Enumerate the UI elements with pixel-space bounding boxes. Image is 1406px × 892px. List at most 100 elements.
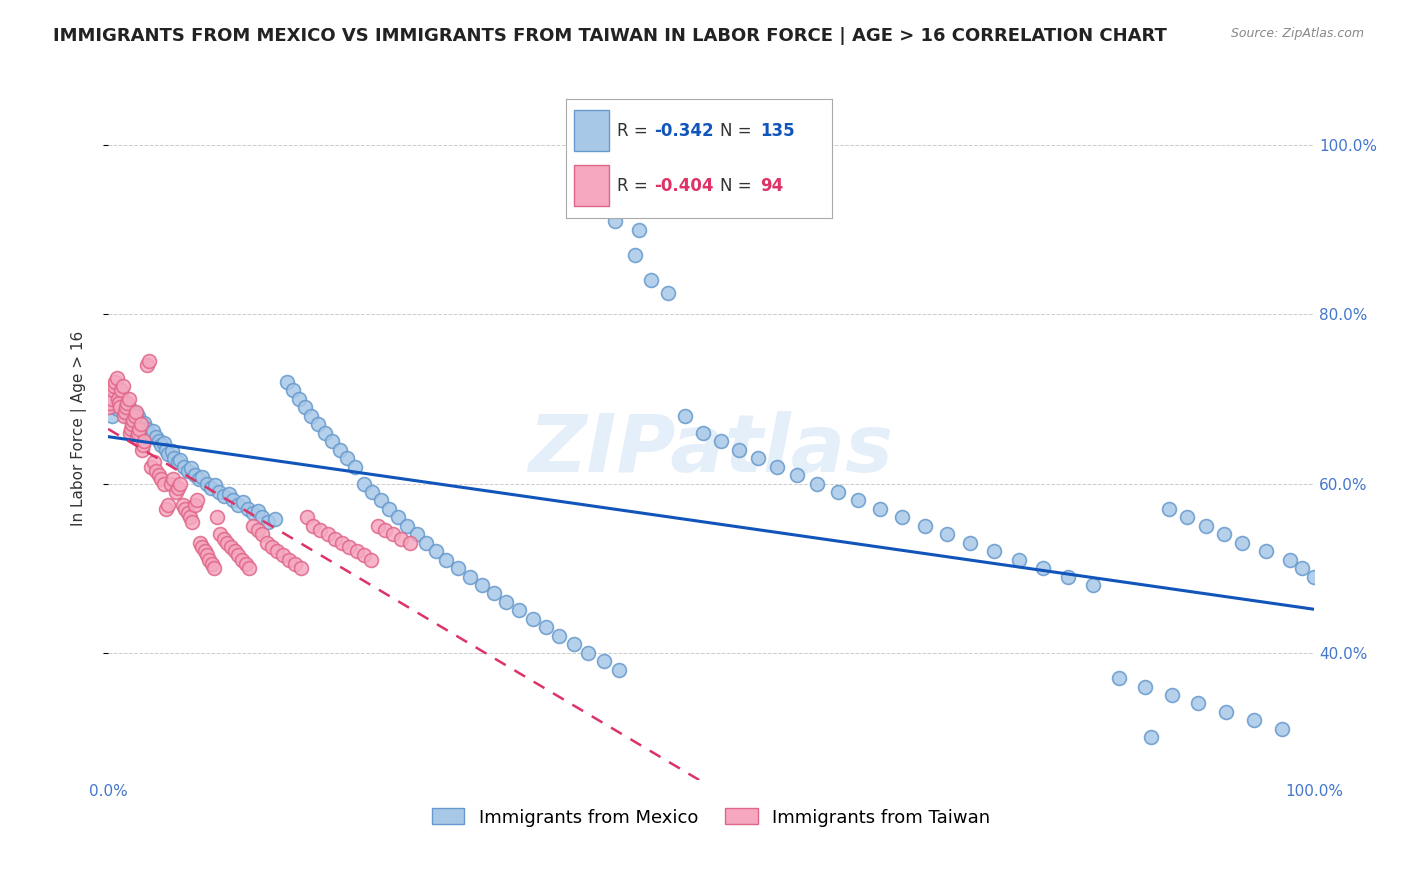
Point (1177, 510, 1199, 524)
Point (381, 527, 404, 541)
Point (204, 478, 226, 492)
Point (107, 402, 129, 417)
Point (127, 409, 149, 423)
Point (114, 404, 136, 418)
Point (179, 510, 201, 524)
Point (108, 396, 131, 410)
Point (125, 413, 148, 427)
Point (125, 430, 148, 444)
Point (121, 417, 143, 432)
Point (238, 561, 260, 575)
Point (98, 401, 121, 415)
Point (127, 425, 149, 440)
Point (193, 544, 215, 558)
Point (148, 468, 170, 483)
Point (983, 544, 1005, 558)
Point (236, 502, 259, 516)
Point (112, 409, 135, 423)
Point (434, 552, 457, 566)
Point (1108, 671, 1130, 685)
Point (228, 549, 250, 563)
Point (135, 358, 157, 372)
Point (246, 523, 269, 537)
Point (337, 540, 360, 554)
Point (1083, 578, 1105, 592)
Point (115, 401, 138, 415)
Point (100, 396, 122, 410)
Point (396, 518, 419, 533)
Point (165, 485, 187, 500)
Point (125, 407, 148, 421)
Point (266, 544, 288, 558)
Point (103, 401, 125, 415)
Point (522, 612, 544, 626)
Point (167, 481, 190, 495)
Point (374, 523, 396, 537)
Point (378, 502, 401, 516)
Point (173, 459, 195, 474)
Point (710, 434, 733, 449)
Point (576, 646, 599, 660)
Point (122, 404, 145, 418)
Point (806, 476, 828, 491)
Point (766, 459, 789, 474)
Point (191, 469, 214, 483)
Point (263, 512, 285, 526)
Point (112, 398, 135, 412)
Point (132, 438, 155, 452)
Point (121, 409, 143, 423)
Point (141, 459, 163, 474)
Point (256, 535, 278, 549)
Point (1215, 705, 1237, 719)
Point (242, 506, 264, 520)
Point (1291, 561, 1313, 575)
Point (246, 503, 269, 517)
Point (231, 552, 253, 566)
Point (176, 506, 198, 520)
Point (1160, 688, 1182, 702)
Point (145, 430, 167, 444)
Point (329, 442, 352, 457)
Point (425, 544, 447, 558)
Y-axis label: In Labor Force | Age > 16: In Labor Force | Age > 16 (72, 331, 87, 526)
Point (936, 527, 959, 541)
Point (139, 427, 162, 442)
Point (846, 493, 869, 508)
Point (405, 527, 427, 541)
Point (202, 561, 225, 575)
Point (482, 586, 505, 600)
Point (219, 540, 242, 554)
Point (142, 455, 165, 469)
Point (218, 486, 240, 500)
Point (163, 451, 186, 466)
Point (222, 493, 245, 508)
Point (1270, 722, 1292, 736)
Point (120, 421, 142, 435)
Point (959, 535, 981, 549)
Point (103, 379, 125, 393)
Point (1159, 502, 1181, 516)
Point (152, 476, 174, 491)
Point (316, 527, 339, 541)
Point (692, 425, 714, 440)
Point (150, 438, 173, 452)
Point (105, 371, 128, 385)
Point (1212, 527, 1234, 541)
Point (187, 472, 209, 486)
Point (117, 404, 139, 418)
Point (290, 561, 312, 575)
Point (271, 549, 294, 563)
Point (120, 403, 142, 417)
Point (188, 535, 211, 549)
Point (108, 392, 131, 406)
Point (262, 540, 284, 554)
Point (176, 464, 198, 478)
Point (101, 384, 124, 398)
Point (184, 498, 207, 512)
Point (122, 413, 145, 427)
Point (1007, 552, 1029, 566)
Point (673, 409, 696, 423)
Point (212, 489, 235, 503)
Point (276, 375, 298, 389)
Point (108, 399, 131, 413)
